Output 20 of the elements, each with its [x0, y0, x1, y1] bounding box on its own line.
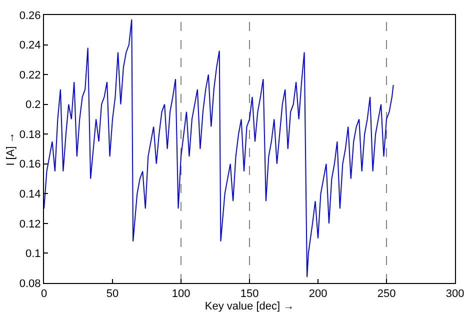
y-tick-label: 0.12	[19, 218, 41, 230]
x-tick-label: 0	[40, 288, 48, 300]
x-tick-label: 50	[106, 288, 119, 300]
x-tick-label: 150	[240, 288, 259, 300]
y-tick-label: 0.22	[19, 69, 41, 82]
y-tick-label: 0.26	[19, 10, 41, 22]
y-tick-label: 0.14	[19, 188, 41, 201]
y-tick-label: 0.2	[26, 99, 41, 112]
y-tick-label: 0.24	[19, 40, 41, 52]
y-tick-label: 0.08	[19, 278, 41, 290]
x-axis-title: Key value [dec] →	[204, 300, 294, 312]
y-axis-title: I [A] →	[5, 132, 18, 166]
y-tick-label: 0.16	[19, 158, 41, 171]
x-tick-label: 200	[308, 288, 328, 300]
x-tick-label: 100	[172, 288, 190, 300]
y-tick-label: 0.18	[19, 128, 41, 141]
x-tick-label: 300	[446, 288, 464, 300]
y-tick-label: 0.1	[26, 248, 41, 260]
x-tick-label: 250	[377, 288, 396, 300]
line-series	[44, 18, 394, 278]
